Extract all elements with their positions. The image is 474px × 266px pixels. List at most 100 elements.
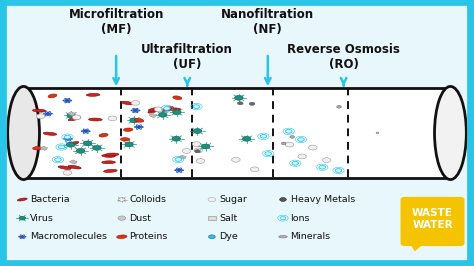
Circle shape [235, 95, 243, 100]
Circle shape [175, 158, 182, 161]
Circle shape [337, 106, 341, 108]
Ellipse shape [124, 128, 133, 131]
Circle shape [64, 135, 71, 139]
Circle shape [134, 109, 137, 111]
Ellipse shape [66, 142, 79, 146]
Circle shape [125, 142, 133, 147]
Ellipse shape [167, 108, 181, 111]
Ellipse shape [68, 165, 81, 169]
Circle shape [298, 138, 304, 142]
Circle shape [335, 169, 342, 172]
Circle shape [172, 136, 181, 141]
FancyBboxPatch shape [24, 88, 450, 178]
Ellipse shape [86, 93, 100, 96]
Circle shape [58, 145, 65, 149]
Circle shape [158, 113, 167, 117]
Circle shape [73, 115, 81, 120]
Circle shape [285, 142, 294, 147]
Circle shape [376, 132, 379, 134]
Circle shape [192, 142, 201, 147]
Circle shape [118, 198, 125, 201]
Text: Dye: Dye [219, 232, 238, 241]
Text: Bacteria: Bacteria [30, 195, 70, 204]
Circle shape [193, 105, 200, 109]
Circle shape [260, 134, 267, 138]
Polygon shape [179, 155, 186, 159]
Circle shape [46, 113, 50, 115]
Circle shape [280, 198, 286, 201]
Ellipse shape [117, 235, 127, 239]
Text: Proteins: Proteins [129, 232, 168, 241]
Ellipse shape [105, 153, 119, 156]
Text: Reverse Osmosis
(RO): Reverse Osmosis (RO) [287, 43, 400, 70]
Circle shape [154, 107, 163, 112]
Circle shape [232, 157, 240, 162]
Ellipse shape [279, 236, 287, 238]
Circle shape [173, 110, 181, 115]
Ellipse shape [121, 101, 134, 105]
Circle shape [280, 217, 286, 220]
Text: Virus: Virus [30, 214, 54, 223]
Ellipse shape [99, 133, 108, 137]
Ellipse shape [33, 147, 42, 150]
Circle shape [92, 146, 101, 150]
Text: Colloids: Colloids [129, 195, 166, 204]
Circle shape [193, 129, 202, 134]
Circle shape [66, 138, 70, 140]
Ellipse shape [102, 155, 116, 157]
Ellipse shape [102, 161, 115, 164]
Circle shape [249, 102, 255, 105]
Circle shape [84, 130, 88, 132]
Text: Dust: Dust [129, 214, 151, 223]
Text: Macromolecules: Macromolecules [30, 232, 107, 241]
Ellipse shape [43, 132, 57, 135]
Ellipse shape [104, 169, 117, 172]
Circle shape [208, 197, 216, 202]
Polygon shape [68, 111, 75, 116]
Circle shape [108, 116, 117, 121]
Ellipse shape [148, 107, 162, 111]
Ellipse shape [33, 109, 46, 112]
Polygon shape [40, 146, 47, 150]
Text: Ultrafiltration
(UF): Ultrafiltration (UF) [141, 43, 233, 70]
Ellipse shape [18, 198, 27, 201]
Text: Heavy Metals: Heavy Metals [291, 195, 355, 204]
Circle shape [67, 113, 75, 118]
Circle shape [83, 141, 92, 146]
Ellipse shape [58, 166, 71, 169]
Text: Salt: Salt [219, 214, 238, 223]
Circle shape [265, 152, 272, 156]
Circle shape [298, 154, 306, 159]
Text: Microfiltration
(MF): Microfiltration (MF) [68, 8, 164, 36]
Circle shape [196, 159, 205, 163]
Ellipse shape [120, 138, 130, 141]
Text: WASTE
WATER: WASTE WATER [412, 208, 453, 230]
Text: Ions: Ions [291, 214, 310, 223]
Polygon shape [410, 243, 424, 251]
Circle shape [290, 136, 295, 138]
Circle shape [130, 118, 138, 123]
Circle shape [19, 216, 26, 220]
Ellipse shape [89, 118, 102, 121]
Circle shape [194, 148, 202, 153]
Circle shape [285, 130, 292, 133]
Circle shape [292, 161, 299, 165]
Circle shape [55, 158, 61, 161]
Ellipse shape [8, 86, 39, 180]
Circle shape [21, 236, 24, 238]
Circle shape [65, 99, 69, 102]
Ellipse shape [135, 118, 144, 122]
FancyBboxPatch shape [401, 197, 465, 246]
Circle shape [319, 165, 326, 169]
Ellipse shape [68, 117, 81, 121]
Ellipse shape [148, 109, 160, 113]
Circle shape [36, 114, 45, 119]
Circle shape [309, 145, 317, 150]
Bar [208, 216, 216, 220]
Circle shape [237, 102, 243, 105]
Circle shape [242, 136, 251, 141]
Polygon shape [70, 160, 77, 164]
Text: Sugar: Sugar [219, 195, 247, 204]
Circle shape [66, 142, 75, 147]
Circle shape [195, 150, 201, 153]
